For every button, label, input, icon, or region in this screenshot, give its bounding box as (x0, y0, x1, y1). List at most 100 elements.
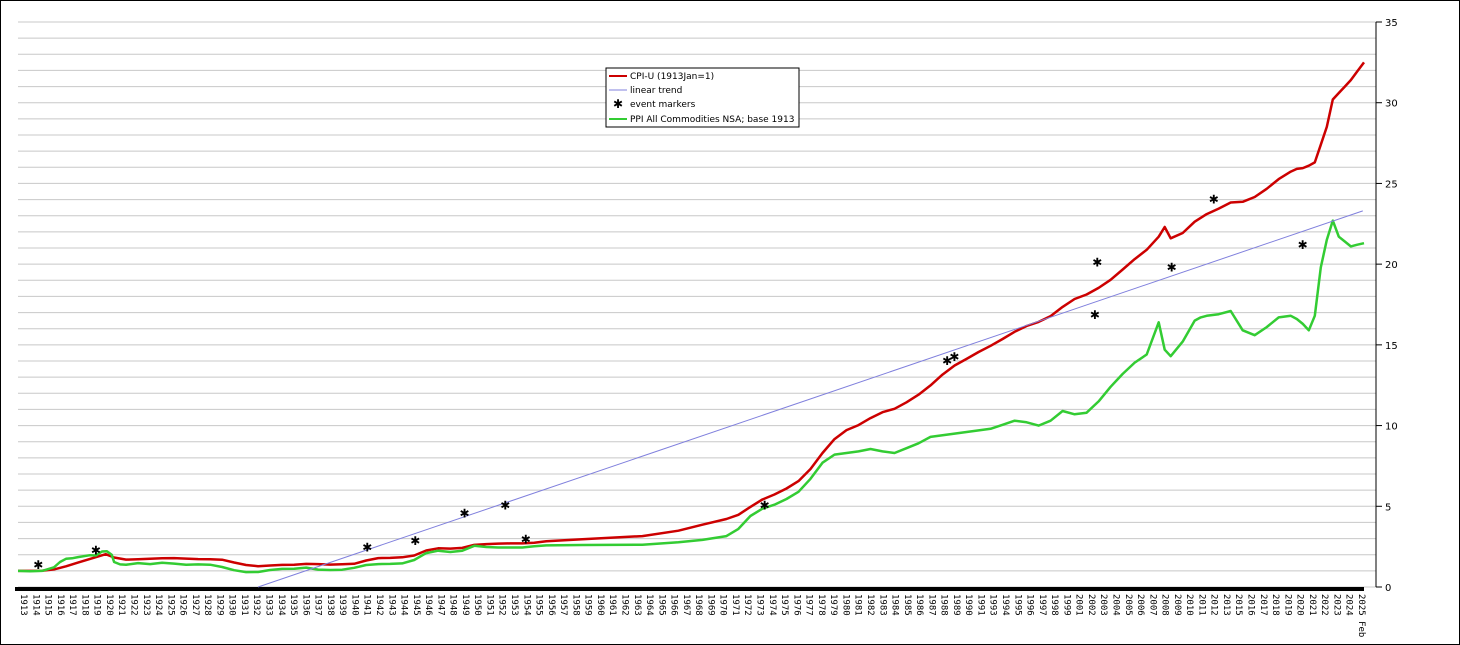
x-tick-label: 2010 (1184, 594, 1194, 616)
x-tick-label: 1974 (767, 594, 777, 616)
x-tick-label: 2004 (1110, 594, 1120, 616)
event-marker: ✱ (500, 498, 510, 512)
legend-marker-icon: ✱ (613, 97, 623, 111)
x-tick-label: 1967 (681, 594, 691, 616)
event-marker: ✱ (1092, 256, 1102, 270)
x-tick-label: 1916 (55, 594, 65, 616)
x-tick-label: 1915 (43, 594, 53, 616)
legend-label-trend: linear trend (630, 86, 682, 96)
x-tick-label: 1986 (914, 594, 924, 616)
x-tick-label: 1917 (67, 594, 77, 616)
y-tick-label: 30 (1385, 99, 1398, 110)
event-marker: ✱ (33, 558, 43, 572)
x-tick-label: 1922 (128, 594, 138, 616)
x-tick-label: 2025 Feb (1356, 594, 1366, 637)
x-tick-label: 2017 (1258, 594, 1268, 616)
event-marker: ✱ (1298, 238, 1308, 252)
y-tick-label: 15 (1385, 341, 1398, 352)
x-tick-label: 1943 (386, 594, 396, 616)
event-markers: ✱✱ ✱ ✱✱✱✱✱✱✱✱✱ ✱✱✱ (33, 193, 1307, 573)
event-marker: ✱ (1209, 193, 1219, 207)
x-tick-label: 1937 (313, 594, 323, 616)
x-tick-label: 1927 (190, 594, 200, 616)
x-tick-label: 1951 (484, 594, 494, 616)
event-marker: ✱ (760, 498, 770, 512)
x-tick-label: 1994 (1000, 594, 1010, 616)
x-tick-label: 1926 (178, 594, 188, 616)
x-tick-label: 1978 (816, 594, 826, 616)
x-tick-label: 1924 (153, 594, 163, 616)
x-tick-label: 2008 (1160, 594, 1170, 616)
x-tick-label: 1954 (521, 594, 531, 616)
x-tick-label: 1960 (595, 594, 605, 616)
legend: CPI-U (1913Jan=1) linear trend ✱ event m… (605, 67, 800, 128)
y-tick-label: 5 (1385, 502, 1391, 513)
x-tick-label: 1918 (79, 594, 89, 616)
event-marker: ✱ (410, 534, 420, 548)
x-tick-label: 1985 (902, 594, 912, 616)
x-tick-label: 1929 (214, 594, 224, 616)
x-tick-label: 1947 (435, 594, 445, 616)
x-tick-label: 1991 (975, 594, 985, 616)
x-tick-label: 1950 (472, 594, 482, 616)
x-tick-label: 2009 (1172, 594, 1182, 616)
x-tick-label: 2016 (1246, 594, 1256, 616)
x-tick-label: 2002 (1086, 594, 1096, 616)
x-tick-label: 1932 (251, 594, 261, 616)
y-tick-label: 20 (1385, 260, 1398, 271)
x-tick-label: 1941 (362, 594, 372, 616)
x-tick-label: 1913 (18, 594, 28, 616)
x-tick-label: 1949 (460, 594, 470, 616)
x-tick-label: 1956 (546, 594, 556, 616)
event-marker: ✱ (1167, 260, 1177, 274)
x-tick-label: 2013 (1221, 594, 1231, 616)
x-tick-label: 1971 (730, 594, 740, 616)
series-line-1 (17, 219, 1365, 574)
x-tick-label: 1925 (165, 594, 175, 616)
y-tick-label: 0 (1385, 583, 1391, 594)
series-line-0 (17, 61, 1366, 573)
x-tick-label: 2001 (1074, 594, 1084, 616)
x-tick-label: 1964 (644, 594, 654, 616)
x-tick-label: 1933 (264, 594, 274, 616)
x-tick-label: 1953 (509, 594, 519, 616)
x-tick-label: 1997 (1037, 594, 1047, 616)
x-tick-label: 1970 (718, 594, 728, 616)
x-tick-label: 1940 (349, 594, 359, 616)
x-tick-label: 1961 (607, 594, 617, 616)
x-tick-label: 1983 (877, 594, 887, 616)
x-tick-label: 1987 (926, 594, 936, 616)
x-tick-label: 1920 (104, 594, 114, 616)
x-tick-label: 1999 (1061, 594, 1071, 616)
y-tick-label: 10 (1385, 422, 1398, 433)
x-tick-label: 2023 (1331, 594, 1341, 616)
x-tick-label: 1988 (939, 594, 949, 616)
x-tick-label: 1959 (583, 594, 593, 616)
x-tick-label: 1923 (141, 594, 151, 616)
x-tick-label: 1969 (705, 594, 715, 616)
x-tick-label: 1946 (423, 594, 433, 616)
y-tick-label: 25 (1385, 179, 1398, 190)
x-tick-label: 1998 (1049, 594, 1059, 616)
x-axis-band (15, 587, 1364, 591)
x-axis: 1913 1914 1915 1916 1917 1918 1919 1920 1921 1922… (15, 587, 1366, 637)
x-tick-label: 1965 (656, 594, 666, 616)
legend-label-markers: event markers (630, 100, 696, 110)
series-lines (17, 61, 1366, 588)
x-tick-label: 2006 (1135, 594, 1145, 616)
x-tick-label: 1930 (227, 594, 237, 616)
x-tick-label: 1968 (693, 594, 703, 616)
x-tick-label: 1944 (399, 594, 409, 616)
x-tick-label: 1931 (239, 594, 249, 616)
x-tick-label: 2022 (1319, 594, 1329, 616)
x-tick-label: 2003 (1098, 594, 1108, 616)
x-tick-label: 2012 (1209, 594, 1219, 616)
y-tick-label: 35 (1385, 18, 1398, 29)
x-tick-label: 1976 (791, 594, 801, 616)
x-tick-label: 1996 (1025, 594, 1035, 616)
x-tick-label: 1952 (497, 594, 507, 616)
legend-label-ppi: PPI All Commodities NSA; base 1913 (630, 115, 794, 125)
x-tick-label: 1993 (988, 594, 998, 616)
x-tick-label: 1955 (534, 594, 544, 616)
